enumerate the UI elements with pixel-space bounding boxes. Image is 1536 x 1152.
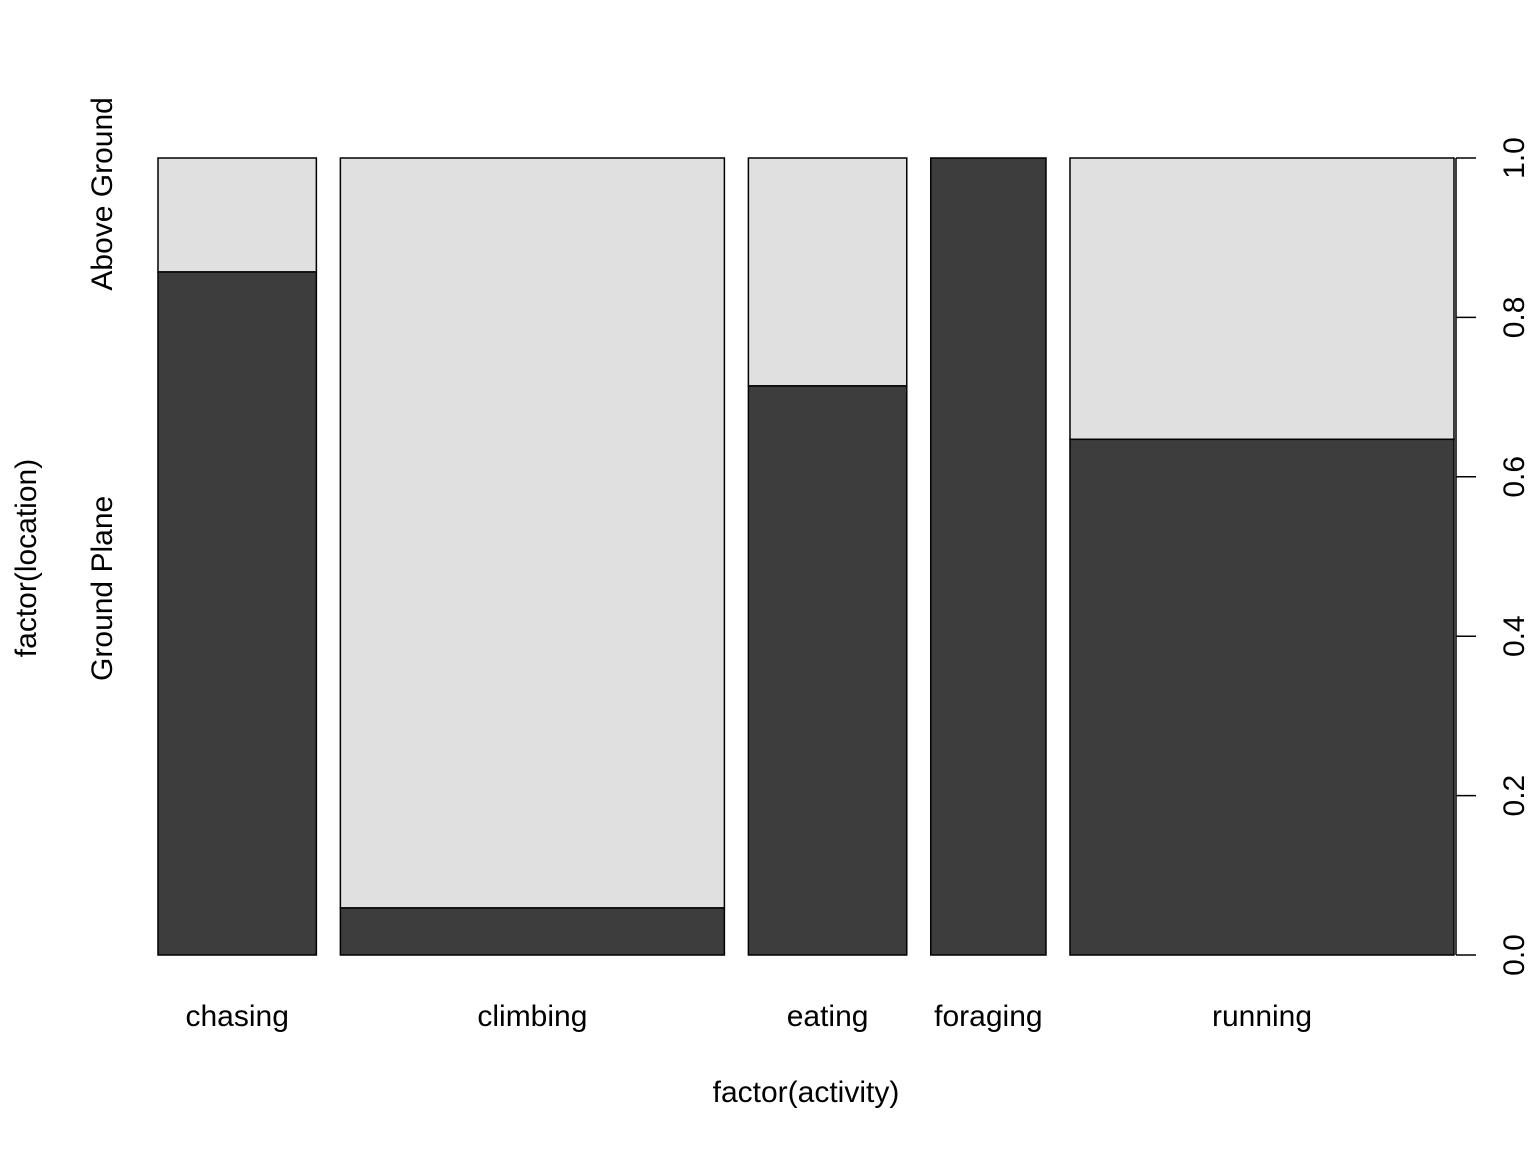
right-axis-tick-label-0.2: 0.2 xyxy=(1498,775,1531,817)
right-axis: 0.0 0.2 0.4 0.6 0.8 1.0 xyxy=(1455,137,1531,976)
bar-above-ground-chasing xyxy=(157,157,318,273)
right-axis-tick-label-1.0: 1.0 xyxy=(1498,137,1531,179)
y-axis-label: factor(location) xyxy=(10,459,43,657)
right-axis-tick-label-0.4: 0.4 xyxy=(1498,615,1531,657)
y-level-label-ground-plane: Ground Plane xyxy=(86,496,119,681)
x-tick-label-eating: eating xyxy=(787,1000,869,1033)
bar-ground-plane-eating xyxy=(747,385,908,956)
bar-above-ground-climbing xyxy=(339,157,726,909)
bars-group xyxy=(157,157,1455,956)
bar-ground-plane-chasing xyxy=(157,271,318,956)
bar-ground-plane-climbing xyxy=(339,907,726,956)
bar-above-ground-eating xyxy=(747,157,908,387)
bar-above-ground-running xyxy=(1069,157,1455,441)
right-axis-tick-label-0.6: 0.6 xyxy=(1498,456,1531,498)
x-tick-label-running: running xyxy=(1212,1000,1312,1033)
bar-ground-plane-foraging xyxy=(930,157,1047,956)
right-axis-tick-label-0.0: 0.0 xyxy=(1498,934,1531,976)
x-tick-label-chasing: chasing xyxy=(185,1000,288,1033)
bar-ground-plane-running xyxy=(1069,438,1455,956)
x-tick-labels: chasing climbing eating foraging running xyxy=(185,1000,1312,1033)
right-axis-tick-label-0.8: 0.8 xyxy=(1498,297,1531,339)
y-level-labels: Ground Plane Above Ground xyxy=(86,97,119,681)
x-tick-label-climbing: climbing xyxy=(477,1000,587,1033)
y-level-label-above-ground: Above Ground xyxy=(86,97,119,290)
x-tick-label-foraging: foraging xyxy=(934,1000,1042,1033)
x-axis-label: factor(activity) xyxy=(713,1076,900,1109)
